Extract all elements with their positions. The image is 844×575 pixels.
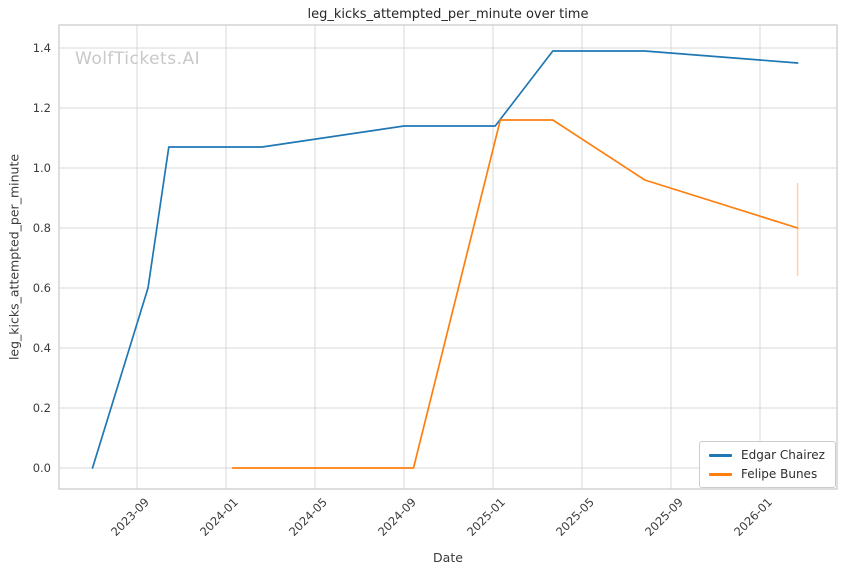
watermark: WolfTickets.AI bbox=[75, 49, 201, 69]
y-tick-label: 0.8 bbox=[32, 221, 51, 235]
chart-title: leg_kicks_attempted_per_minute over time bbox=[307, 7, 589, 22]
x-axis-label: Date bbox=[433, 550, 463, 565]
y-tick-label: 0.6 bbox=[32, 281, 51, 295]
y-tick-label: 0.2 bbox=[32, 401, 51, 415]
y-tick-label: 1.4 bbox=[32, 41, 51, 55]
series-line-felipe-bunes bbox=[231, 119, 799, 469]
plot-background bbox=[59, 25, 837, 489]
legend-label: Edgar Chairez bbox=[741, 448, 825, 462]
legend-item-felipe-bunes: Felipe Bunes bbox=[709, 467, 825, 481]
series-line-edgar-chairez bbox=[91, 50, 799, 469]
legend-item-edgar-chairez: Edgar Chairez bbox=[709, 448, 825, 462]
axes-frame bbox=[58, 24, 838, 490]
y-tick-label: 1.0 bbox=[32, 161, 51, 175]
y-tick-label: 0.4 bbox=[32, 341, 51, 355]
y-tick-label: 0.0 bbox=[32, 461, 51, 475]
y-tick-label: 1.2 bbox=[32, 101, 51, 115]
legend-label: Felipe Bunes bbox=[741, 467, 818, 481]
legend-line-swatch-blue bbox=[709, 453, 732, 457]
legend: Edgar Chairez Felipe Bunes bbox=[699, 441, 836, 488]
y-axis-label: leg_kicks_attempted_per_minute bbox=[6, 153, 22, 361]
legend-line-swatch-orange bbox=[709, 472, 732, 476]
